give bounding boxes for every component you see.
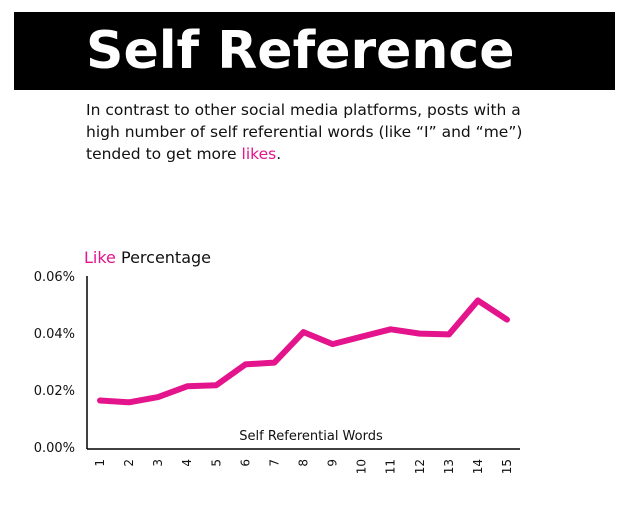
y-tick-label: 0.02% (34, 384, 75, 399)
chart-title-rest: Percentage (116, 248, 211, 267)
y-tick-label: 0.00% (34, 441, 75, 456)
y-tick-labels: 0.00% 0.02% 0.04% 0.06% (34, 270, 75, 456)
data-point (390, 329, 391, 330)
x-axis-label: Self Referential Words (239, 429, 383, 444)
data-point (361, 336, 362, 337)
x-tick-label: 8 (297, 459, 311, 467)
x-tick-label: 12 (413, 459, 427, 474)
x-tick-label: 2 (122, 459, 136, 467)
data-point (419, 333, 420, 334)
data-point (129, 402, 130, 403)
chart-title-highlight: Like (84, 248, 116, 267)
y-tick-label: 0.06% (34, 270, 75, 285)
data-point (507, 319, 508, 320)
data-point (158, 397, 159, 398)
series-layer (100, 300, 508, 403)
data-point (274, 362, 275, 363)
x-tick-label: 13 (442, 459, 456, 474)
x-tick-label: 6 (238, 459, 252, 467)
data-point (332, 344, 333, 345)
x-tick-label: 4 (180, 459, 194, 467)
x-tick-label: 7 (267, 459, 281, 467)
x-tick-label: 1 (93, 459, 107, 467)
data-point (245, 364, 246, 365)
x-tick-label: 15 (500, 459, 514, 474)
data-point (216, 385, 217, 386)
x-tick-label: 14 (471, 459, 485, 474)
x-tick-label: 5 (209, 459, 223, 467)
data-point (100, 400, 101, 401)
data-point (448, 334, 449, 335)
x-tick-label: 11 (384, 459, 398, 474)
x-tick-labels: 1 2 3 4 5 6 7 8 9 10 11 12 13 14 15 (93, 459, 514, 474)
x-tick-label: 10 (355, 459, 369, 474)
x-tick-label: 3 (151, 459, 165, 467)
y-tick-label: 0.04% (34, 327, 75, 342)
data-point (477, 300, 478, 301)
chart-title: Like Percentage (84, 248, 211, 267)
data-point (303, 332, 304, 333)
x-tick-label: 9 (326, 459, 340, 467)
data-point (187, 386, 188, 387)
series-line (100, 301, 507, 403)
